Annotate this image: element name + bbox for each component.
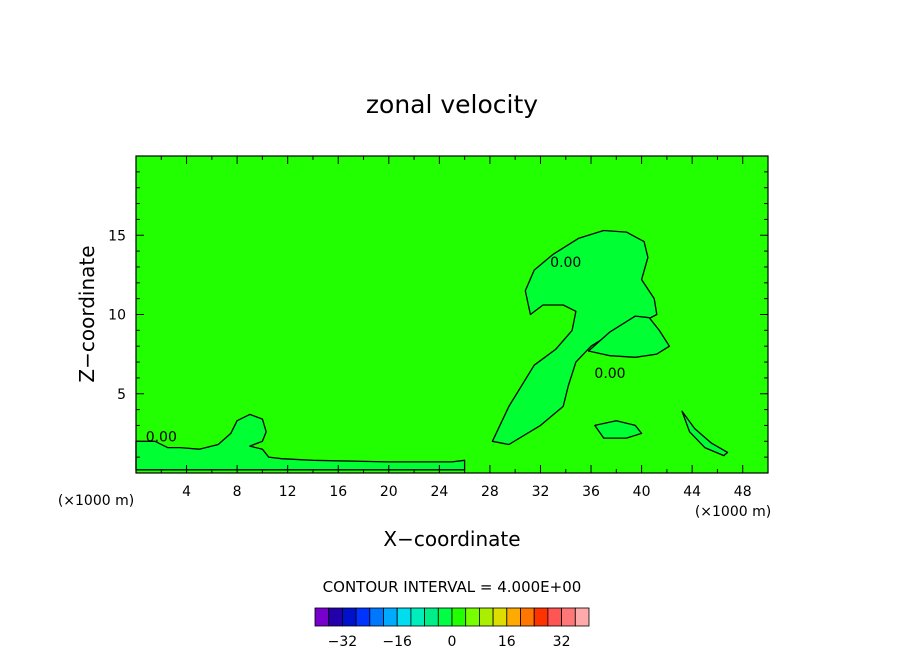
contour-right-ridge: [681, 410, 729, 457]
colorbar-swatch: [547, 607, 563, 627]
colorbar-swatch: [478, 607, 494, 627]
colorbar-swatch: [396, 607, 412, 627]
colorbar-swatch: [383, 607, 398, 627]
colorbar-swatch: [410, 607, 425, 627]
x-unit-right: (×1000 m): [695, 504, 771, 520]
contour-label: 0.00: [594, 366, 625, 382]
y-axis-label: Z−coordinate: [75, 245, 99, 382]
x-tick-label: 16: [329, 484, 347, 500]
x-unit-left: (×1000 m): [58, 493, 134, 509]
plot-area: 0.00 0.00 0.00: [135, 156, 768, 473]
x-tick-label: 8: [233, 484, 242, 500]
colorbar-swatch: [561, 607, 576, 627]
colorbar-tick-label: −32: [328, 634, 358, 650]
colorbar-tick-label: 0: [448, 634, 457, 650]
y-tick-label: 5: [117, 387, 126, 403]
colorbar-swatch: [451, 607, 467, 627]
colorbar-swatch: [533, 607, 549, 627]
x-tick-label: 44: [683, 484, 701, 500]
chart-title: zonal velocity: [366, 90, 538, 119]
y-tick-label: 10: [108, 308, 126, 324]
colorbar-swatch: [492, 607, 508, 627]
x-tick-label: 12: [279, 484, 297, 500]
colorbar: −32 −16 0 16 32: [314, 607, 590, 650]
colorbar-tick-label: −16: [382, 634, 412, 650]
contour-plume-core: [491, 229, 658, 446]
colorbar-swatch: [341, 607, 357, 627]
contour-label: 0.00: [550, 255, 581, 271]
x-tick-label: 20: [380, 484, 398, 500]
y-tick-label: 15: [108, 228, 126, 244]
colorbar-swatch: [506, 607, 521, 627]
x-tick-label: 40: [633, 484, 651, 500]
colorbar-tick-label: 16: [498, 634, 516, 650]
x-tick-label: 32: [532, 484, 550, 500]
colorbar-tick-label: 32: [553, 634, 571, 650]
colorbar-swatch: [574, 607, 590, 627]
colorbar-swatch: [369, 607, 384, 627]
colorbar-swatch: [465, 607, 480, 627]
contour-right-pocket: [594, 420, 643, 439]
x-tick-label: 48: [734, 484, 752, 500]
x-tick-label: 24: [430, 484, 448, 500]
contour-left-surface-layer: [135, 413, 466, 471]
colorbar-swatch: [314, 607, 330, 627]
contour-interval-label: CONTOUR INTERVAL = 4.000E+00: [323, 578, 582, 596]
colorbar-swatch: [424, 607, 439, 627]
colorbar-swatch: [520, 607, 535, 627]
colorbar-swatch: [437, 607, 453, 627]
colorbar-swatch: [355, 607, 371, 627]
contour-label: 0.00: [146, 429, 177, 445]
x-tick-label: 36: [582, 484, 600, 500]
field-fill: [136, 156, 768, 473]
x-axis-label: X−coordinate: [383, 527, 520, 551]
contour-upper-lobe: [587, 315, 671, 358]
x-tick-label: 4: [182, 484, 191, 500]
colorbar-swatch: [328, 607, 343, 627]
x-tick-label: 28: [481, 484, 499, 500]
